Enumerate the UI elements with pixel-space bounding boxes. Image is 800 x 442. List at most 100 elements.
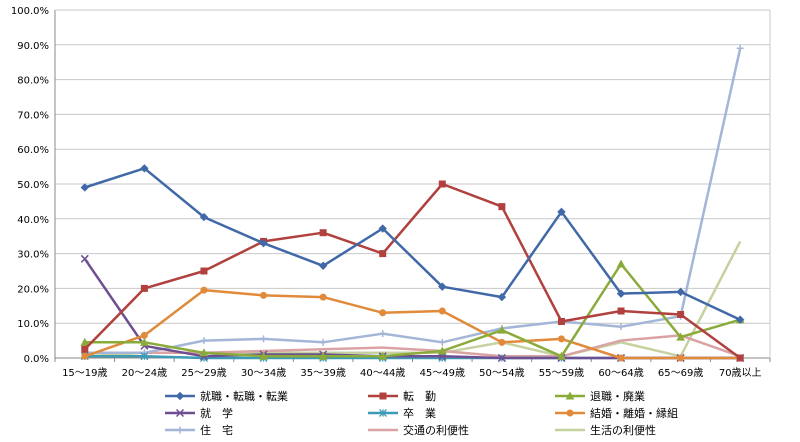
data-point — [497, 325, 507, 334]
data-point — [379, 330, 387, 338]
y-tick-label: 30.0% — [17, 250, 49, 261]
series-2 — [81, 180, 744, 362]
series-line — [83, 182, 741, 360]
data-point — [438, 180, 446, 188]
data-point — [497, 353, 506, 363]
x-tick-label: 15～19歳 — [62, 367, 107, 379]
legend-item-3: 退職・廃業 — [555, 389, 645, 403]
data-point — [140, 284, 148, 292]
data-point — [617, 323, 625, 331]
legend-label: 退職・廃業 — [590, 389, 645, 403]
series-lines — [80, 44, 745, 363]
data-point — [557, 351, 566, 360]
data-point — [378, 224, 387, 233]
y-tick-label: 80.0% — [17, 76, 49, 87]
series-1 — [80, 164, 745, 324]
data-point — [140, 337, 149, 346]
legend-label: 就 学 — [200, 406, 233, 420]
y-tick-label: 90.0% — [17, 41, 49, 52]
legend-label: 卒 業 — [403, 406, 436, 420]
legend-item-8: 交通の利便性 — [368, 423, 469, 437]
data-point — [259, 351, 268, 360]
series-line — [84, 262, 741, 358]
x-tick-label: 25～29歳 — [181, 367, 226, 379]
data-point — [319, 229, 327, 237]
x-tick-label: 30～34歳 — [241, 367, 286, 379]
legend-item-7: 住 宅 — [165, 423, 233, 437]
marker-stroke — [80, 254, 89, 263]
x-tick-label: 55～59歳 — [539, 367, 584, 379]
x-tick-label: 45～49歳 — [420, 367, 465, 379]
y-tick-label: 50.0% — [17, 180, 49, 191]
data-point — [497, 292, 507, 302]
data-point — [676, 332, 685, 341]
legend-item-6: 結婚・離婚・縁組 — [555, 406, 678, 420]
legend-label: 住 宅 — [200, 423, 233, 437]
x-tick-label: 40～44歳 — [360, 367, 405, 379]
legend-item-1: 就職・転職・転業 — [165, 389, 288, 403]
data-point — [200, 267, 208, 275]
data-point — [736, 44, 744, 52]
x-tick-label: 60～64歳 — [598, 367, 643, 379]
data-point — [199, 348, 209, 357]
data-point — [736, 315, 745, 324]
series-line — [83, 258, 741, 360]
legend-marker — [566, 409, 574, 417]
legend-label: 交通の利便性 — [403, 423, 469, 437]
data-point — [736, 354, 744, 362]
data-point — [81, 352, 89, 360]
x-tick-label: 20～24歳 — [122, 367, 167, 379]
data-point — [379, 309, 387, 317]
legend-item-4: 就 学 — [165, 406, 233, 420]
data-point — [677, 354, 685, 362]
data-point — [200, 286, 208, 294]
data-point — [616, 259, 626, 268]
data-point — [140, 352, 149, 361]
data-point — [557, 317, 565, 325]
data-point — [140, 331, 148, 339]
data-point — [557, 207, 566, 217]
legend-item-9: 生活の利便性 — [555, 423, 656, 437]
legend-marker — [175, 408, 185, 418]
data-point — [438, 307, 446, 315]
data-point — [81, 345, 89, 353]
legend-marker — [565, 391, 575, 400]
data-point — [260, 291, 268, 299]
x-tick-label: 35～39歳 — [300, 367, 345, 379]
legend-marker — [379, 392, 387, 400]
y-tick-label: 10.0% — [17, 319, 49, 330]
legend: 就職・転職・転業 転 勤 退職・廃業就 学 卒 業 結婚・離婚・縁組住 宅 交通の利便性 生… — [165, 389, 678, 437]
data-point — [200, 337, 208, 345]
series-line — [84, 48, 742, 355]
data-point — [617, 307, 625, 315]
data-point — [259, 238, 268, 248]
data-point — [438, 282, 447, 291]
y-tick-label: 40.0% — [17, 215, 49, 226]
series-line — [84, 288, 741, 360]
y-tick-label: 60.0% — [17, 145, 49, 156]
legend-label: 生活の利便性 — [590, 423, 656, 437]
data-point — [498, 338, 506, 346]
data-point — [557, 335, 565, 343]
series-3 — [80, 259, 745, 360]
axes: 0.0% 10.0% 20.0% 30.0% 40.0% 50.0% 60.0% 70.0% 8… — [11, 6, 771, 379]
x-tick-label: 65～69歳 — [658, 367, 703, 379]
data-point — [260, 335, 268, 343]
legend-marker — [379, 409, 387, 417]
legend-label: 就職・転職・転業 — [200, 389, 288, 403]
data-point — [617, 354, 625, 362]
marker-stroke — [175, 408, 185, 418]
series-line — [84, 334, 741, 358]
data-point — [676, 287, 685, 297]
data-point — [80, 337, 90, 346]
data-point — [80, 254, 89, 263]
series-line — [84, 167, 741, 321]
gridlines — [55, 9, 770, 324]
series-8 — [84, 334, 741, 358]
data-point — [319, 338, 327, 346]
legend-label: 結婚・離婚・縁組 — [590, 406, 678, 420]
data-point — [378, 351, 388, 360]
data-point — [438, 338, 446, 346]
